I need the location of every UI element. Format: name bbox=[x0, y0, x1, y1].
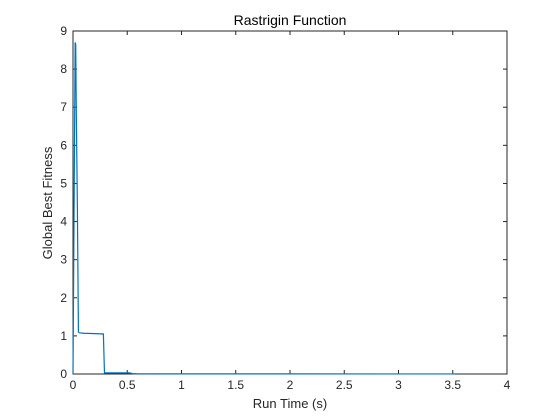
x-tick-label: 0.5 bbox=[119, 378, 136, 392]
plot-area: 0 0.5 1 1.5 2 2.5 3 3.5 4 0 1 2 3 4 5 6 7 8 9 bbox=[60, 24, 510, 392]
series-line bbox=[72, 42, 455, 375]
y-tick-label: 0 bbox=[60, 367, 67, 381]
y-tick-label: 9 bbox=[60, 24, 67, 38]
x-tick-label: 1 bbox=[178, 378, 185, 392]
x-axis: 0 0.5 1 1.5 2 2.5 3 3.5 4 bbox=[70, 31, 511, 392]
y-tick-label: 5 bbox=[60, 176, 67, 190]
x-tick-label: 2.5 bbox=[336, 378, 353, 392]
x-tick-label: 3.5 bbox=[444, 378, 461, 392]
y-tick-label: 2 bbox=[60, 291, 67, 305]
x-tick-label: 0 bbox=[70, 378, 77, 392]
y-tick-label: 4 bbox=[60, 215, 67, 229]
x-axis-label: Run Time (s) bbox=[253, 396, 327, 411]
y-tick-label: 8 bbox=[60, 62, 67, 76]
x-tick-label: 1.5 bbox=[227, 378, 244, 392]
y-axis: 0 1 2 3 4 5 6 7 8 9 bbox=[60, 24, 507, 381]
y-tick-label: 3 bbox=[60, 253, 67, 267]
series-group bbox=[72, 42, 455, 375]
y-tick-label: 6 bbox=[60, 138, 67, 152]
x-tick-label: 3 bbox=[395, 378, 402, 392]
chart-title: Rastrigin Function bbox=[234, 12, 347, 28]
y-axis-label: Global Best Fitness bbox=[40, 146, 55, 259]
x-tick-label: 4 bbox=[504, 378, 511, 392]
y-tick-label: 7 bbox=[60, 100, 67, 114]
x-tick-label: 2 bbox=[287, 378, 294, 392]
y-tick-label: 1 bbox=[60, 329, 67, 343]
axes-box bbox=[72, 30, 508, 375]
